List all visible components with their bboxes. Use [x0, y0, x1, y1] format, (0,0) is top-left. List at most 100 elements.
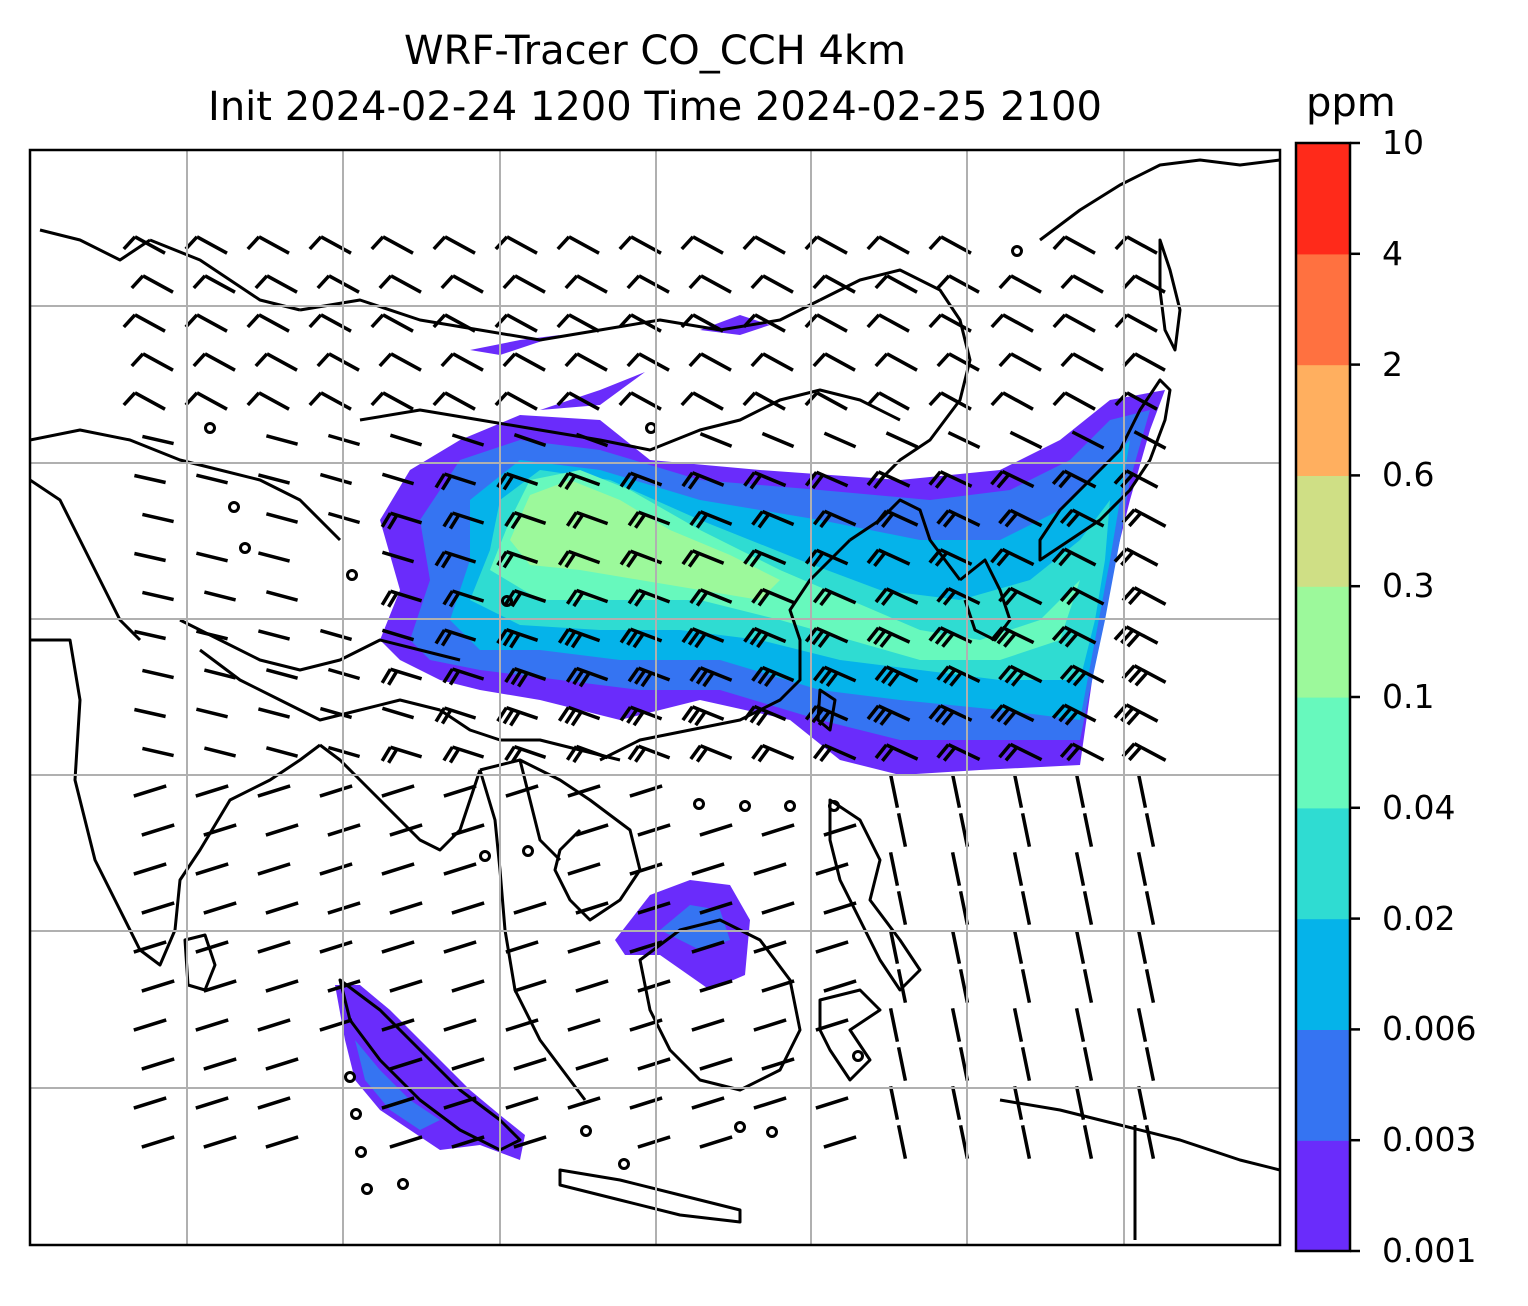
wind-barb — [691, 940, 725, 954]
wind-barb-feather — [934, 629, 949, 645]
wind-barb-feather — [387, 514, 399, 530]
map-frame — [28, 148, 1282, 1247]
wind-barb-feather — [380, 668, 392, 684]
wind-barb — [950, 773, 962, 809]
wind-barb — [888, 1085, 900, 1121]
wind-barb-feather — [879, 632, 893, 648]
wind-barb — [196, 313, 228, 333]
wind-barb-feather — [866, 391, 881, 407]
wind-barb — [699, 823, 733, 837]
wind-barb — [1020, 890, 1032, 926]
wind-barb-feather — [996, 551, 1011, 567]
wind-barb-feather — [502, 552, 515, 569]
wind-barb-feather — [308, 391, 323, 407]
wind-barb-feather — [1051, 703, 1066, 720]
wind-barb — [1144, 812, 1156, 848]
wind-barb-feather — [1114, 391, 1129, 407]
wind-barb — [1002, 391, 1034, 411]
wind-barb — [514, 352, 546, 372]
wind-barb-feather — [578, 672, 591, 688]
wind-barb-feather — [881, 590, 895, 606]
wind-barb-feather — [627, 511, 640, 527]
wind-barb — [567, 1018, 601, 1032]
wind-barb-feather — [440, 352, 455, 368]
wind-barb — [319, 784, 353, 798]
wind-barb — [567, 784, 601, 798]
wind-barb — [576, 274, 608, 294]
wind-barb-feather — [990, 391, 1005, 407]
wind-barb-feather — [874, 352, 889, 368]
wind-barb — [506, 235, 538, 255]
wind-barb — [1012, 1007, 1024, 1043]
wind-barb — [142, 590, 174, 602]
wind-barb — [815, 940, 849, 954]
wind-barb-feather — [990, 470, 1004, 486]
wind-barb — [451, 979, 485, 993]
wind-barb — [878, 313, 910, 333]
wind-barb — [568, 313, 600, 333]
wind-barb-feather — [928, 548, 942, 564]
calm-wind-circle — [361, 1183, 373, 1195]
wind-barb-feather — [688, 274, 703, 290]
wind-barb-feather — [1051, 547, 1066, 564]
wind-barb-feather — [556, 235, 571, 251]
border-mongolia-china — [359, 388, 901, 452]
wind-barb — [1012, 1085, 1024, 1121]
wind-barb-feather — [742, 235, 757, 251]
wind-barb-feather — [812, 274, 827, 290]
coastline-russia-far-east — [1039, 158, 1280, 242]
wind-barb-feather — [442, 512, 454, 528]
wind-barb-feather — [874, 587, 888, 604]
wind-barb — [258, 391, 290, 411]
wind-barb — [134, 707, 166, 719]
wind-barb-feather — [502, 474, 515, 491]
wind-barb-feather — [564, 352, 579, 368]
wind-barb — [381, 472, 415, 486]
wind-barb-feather — [378, 274, 393, 290]
wind-barb-feather — [694, 710, 707, 727]
wind-barb — [141, 901, 175, 915]
wind-barb-feather — [572, 747, 585, 764]
wind-barb — [134, 473, 166, 485]
wind-barb — [1082, 812, 1094, 848]
colorbar-tick-label: 0.6 — [1382, 455, 1435, 495]
wind-barb-feather — [1052, 313, 1067, 329]
wind-barb-feather — [627, 589, 640, 605]
wind-barb-feather — [811, 551, 825, 568]
wind-barb-feather — [316, 352, 331, 368]
wind-barb-feather — [316, 274, 331, 290]
wind-barb-feather — [432, 235, 447, 251]
wind-barb-feather — [936, 587, 950, 603]
wind-barb-feather — [811, 629, 825, 646]
gridlines — [30, 150, 1280, 1245]
wind-barb — [1012, 851, 1024, 887]
wind-barb-feather — [1058, 629, 1073, 645]
wind-barb-feather — [874, 743, 888, 760]
wind-barb-feather — [942, 590, 957, 606]
wind-barb-feather — [380, 590, 392, 606]
colorbar-segment — [1296, 1140, 1350, 1252]
wind-barb — [195, 784, 229, 798]
wind-barb — [823, 431, 857, 449]
wind-barb-feather — [866, 313, 881, 329]
wind-barb — [204, 352, 236, 372]
wind-barb — [896, 968, 908, 1004]
wind-barb — [896, 1124, 908, 1160]
wind-barb-feather — [998, 352, 1013, 368]
wind-barb — [575, 1057, 609, 1071]
wind-barb-feather — [246, 235, 261, 251]
wind-barb — [886, 274, 918, 294]
wind-barb-feather — [928, 470, 942, 486]
calm-wind-circle — [734, 1121, 746, 1133]
wind-barb-feather — [1122, 274, 1137, 290]
calm-wind-circle — [350, 1108, 362, 1120]
wind-barb — [134, 235, 166, 255]
wind-barb — [699, 432, 733, 448]
wind-barb-feather — [556, 313, 571, 329]
wind-barb — [1126, 313, 1158, 333]
wind-barb-feather — [122, 313, 137, 329]
wind-barb-feather — [866, 548, 880, 565]
calm-wind-circle — [204, 422, 216, 434]
wind-barb — [1126, 235, 1158, 255]
